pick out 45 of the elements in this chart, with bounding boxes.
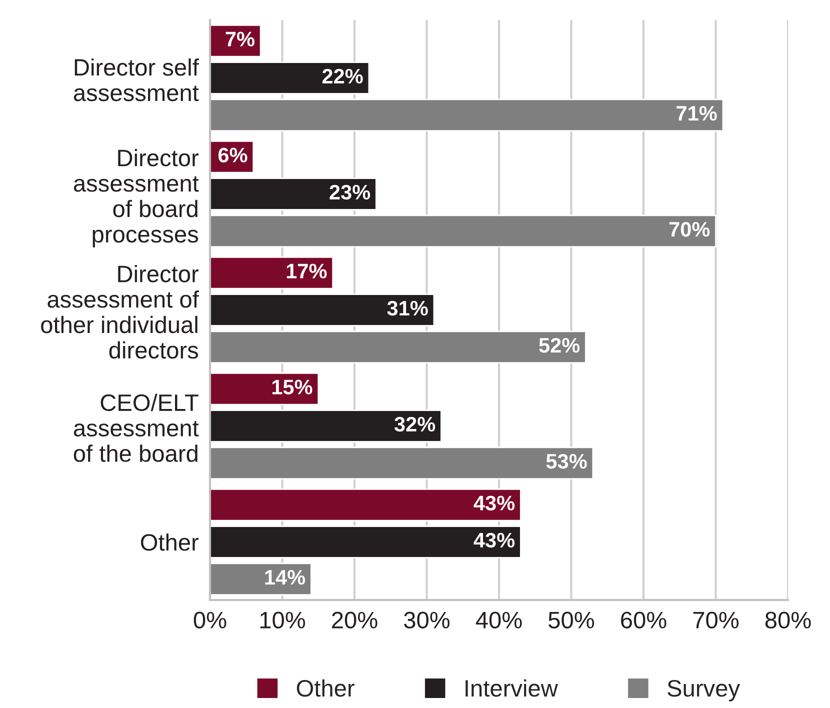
x-tick-label: 70% [693,612,739,628]
data-label: 52% [539,338,580,353]
x-tick-label: 0% [194,612,226,628]
bar [210,562,312,596]
data-label: 14% [265,570,306,585]
y-tick-label: Director assessment of other individual directors [41,265,199,359]
data-label: 70% [669,222,710,237]
data-label: 53% [546,454,587,469]
y-tick-label: Other [140,533,198,551]
bar [210,372,320,406]
legend-label: Survey [668,680,740,702]
bar [210,294,435,326]
data-label: 43% [474,496,515,510]
x-tick-label: 80% [765,612,811,628]
data-label: 22% [322,68,363,84]
bar [210,98,724,132]
data-label: 6% [218,148,248,162]
bar [210,410,442,442]
x-tick-label: 40% [476,612,522,628]
bar [210,526,522,558]
x-tick-label: 60% [621,612,666,628]
legend-label: Other [296,679,354,697]
bar [210,488,522,522]
y-tick-label: Director assessment of board processes [74,149,199,248]
x-tick-label: 20% [332,612,378,628]
x-tick-label: 50% [548,612,594,628]
data-label: 23% [330,184,370,200]
x-tick-label: 30% [404,612,450,628]
bar [210,178,377,210]
data-label: 7% [226,32,254,46]
data-label: 32% [394,416,436,432]
bar [210,62,370,94]
y-tick-label: Director self assessment [74,58,199,102]
legend-label: Interview [466,679,558,697]
data-label: 17% [286,264,327,278]
bar [210,214,716,248]
bar [210,446,594,480]
y-tick-label: CEO/ELT assessment of the board [74,394,199,462]
bar [210,330,586,364]
data-label: 43% [474,532,515,548]
data-label: 15% [272,380,312,394]
bar [210,256,334,290]
data-label: 31% [387,300,428,316]
data-label: 71% [676,106,717,121]
x-tick-label: 10% [260,612,306,628]
